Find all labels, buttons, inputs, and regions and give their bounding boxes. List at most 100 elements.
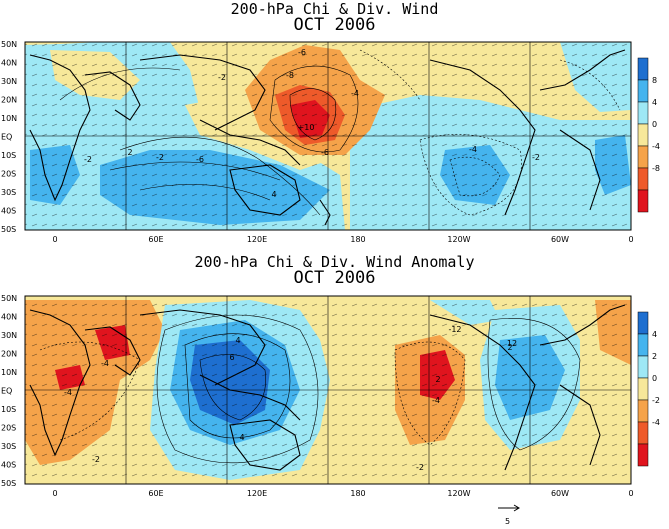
contour-label: -6 [298,48,306,57]
colorbar-tick: -4 [652,142,660,151]
panel1-grid [25,42,631,230]
colorbar-tick: 0 [652,374,657,383]
lon-label: 0 [628,489,633,498]
panel1-frame [24,41,632,231]
lat-label: 50N [1,294,17,303]
panel2-lat-labels: 50N 40N 30N 20N 10N EQ 10S 20S 30S 40S 50S [1,294,17,488]
colorbar-swatch [637,101,649,125]
colorbar-tick: -2 [652,396,660,405]
contour-label: 2 [435,375,440,384]
lat-label: 40S [1,461,16,470]
contour-label: -2 [218,73,226,82]
colorbar-tick: 4 [652,98,657,107]
lon-label: 60E [148,235,163,244]
contour-label: 4 [239,433,244,442]
colorbar-swatch [637,333,649,357]
contour-label: -4 [469,145,477,154]
contour-label: -6 [196,155,204,164]
panel1-colorbar: 8 4 0 -4 -8 [637,57,660,213]
colorbar-swatch [637,377,649,401]
contour-label: -4 [432,396,440,405]
contour-label: -8 [286,71,294,80]
colorbar-swatch [637,189,649,213]
contour-label: 2 [127,148,132,157]
colorbar-swatch [637,145,649,169]
lon-label: 180 [350,235,365,244]
lat-label: EQ [1,387,12,396]
panel2-title: 200-hPa Chi & Div. Wind Anomaly [194,253,475,271]
panel2-colorbar: 4 2 0 -2 -4 [637,311,660,467]
lat-label: 40N [1,313,17,322]
lat-label: 50N [1,40,17,49]
contour-label: -4 [101,359,109,368]
lat-label: 50S [1,225,16,234]
contour-label: 12 [507,339,517,348]
lat-label: 10S [1,405,16,414]
panel1-map [25,42,631,230]
reference-vector: 5 [498,504,520,526]
lon-label: 60W [551,235,569,244]
reference-vector-label: 5 [505,517,510,526]
contour-label: -2 [416,463,424,472]
contour-label: -6 [321,148,329,157]
lat-label: 30S [1,188,16,197]
lat-label: 40N [1,59,17,68]
panel2-frame [24,295,632,485]
colorbar-swatch [637,311,649,335]
lon-label: 0 [52,489,57,498]
contour-label: -2 [156,153,164,162]
colorbar-tick: 2 [652,352,657,361]
contour-label: +10 [298,123,315,132]
panel2-lon-labels: 0 60E 120E 180 120W 60W 0 [52,489,633,498]
contour-label: 2 [507,343,512,352]
contour-label: -4 [64,388,72,397]
lat-label: 50S [1,479,16,488]
colorbar-swatch [637,57,649,81]
panel1-lon-labels: 0 60E 120E 180 120W 60W 0 [52,235,633,244]
lon-label: 60W [551,489,569,498]
panel2-grid [25,296,631,484]
lon-label: 120W [447,235,470,244]
lat-label: 10S [1,151,16,160]
lat-label: 20N [1,96,17,105]
panel1-contours [59,49,621,216]
lon-label: 60E [148,489,163,498]
colorbar-swatch [637,443,649,467]
lat-label: 40S [1,207,16,216]
lat-label: 30N [1,77,17,86]
lon-label: 120W [447,489,470,498]
contour-label: -2 [532,153,540,162]
lat-label: 20S [1,424,16,433]
panel1-subtitle: OCT 2006 [293,15,376,35]
panel2-map [25,296,631,484]
panel1-lat-labels: 50N 40N 30N 20N 10N EQ 10S 20S 30S 40S 50S [1,40,17,234]
lon-label: 0 [628,235,633,244]
colorbar-tick: 4 [652,330,657,339]
colorbar-swatch [637,421,649,445]
colorbar-swatch [637,167,649,191]
contour-label: 4 [235,336,240,345]
colorbar-swatch [637,399,649,423]
panel1-title: 200-hPa Chi & Div. Wind [230,0,439,18]
lon-label: 120E [247,489,267,498]
panel1-coastlines [29,49,626,226]
lat-label: 30S [1,442,16,451]
contour-label: -12 [448,325,461,334]
contour-label: -2 [84,155,92,164]
contour-label: 4 [271,190,276,199]
colorbar-swatch [637,355,649,379]
contour-label: 6 [229,353,234,362]
lon-label: 120E [247,235,267,244]
colorbar-tick: 8 [652,76,657,85]
panel2-coastlines [29,304,626,471]
lat-label: 10N [1,368,17,377]
colorbar-swatch [637,123,649,147]
colorbar-tick: -8 [652,164,660,173]
lon-label: 180 [350,489,365,498]
colorbar-swatch [637,79,649,103]
lat-label: 20S [1,170,16,179]
colorbar-tick: -4 [652,418,660,427]
lat-label: 20N [1,350,17,359]
